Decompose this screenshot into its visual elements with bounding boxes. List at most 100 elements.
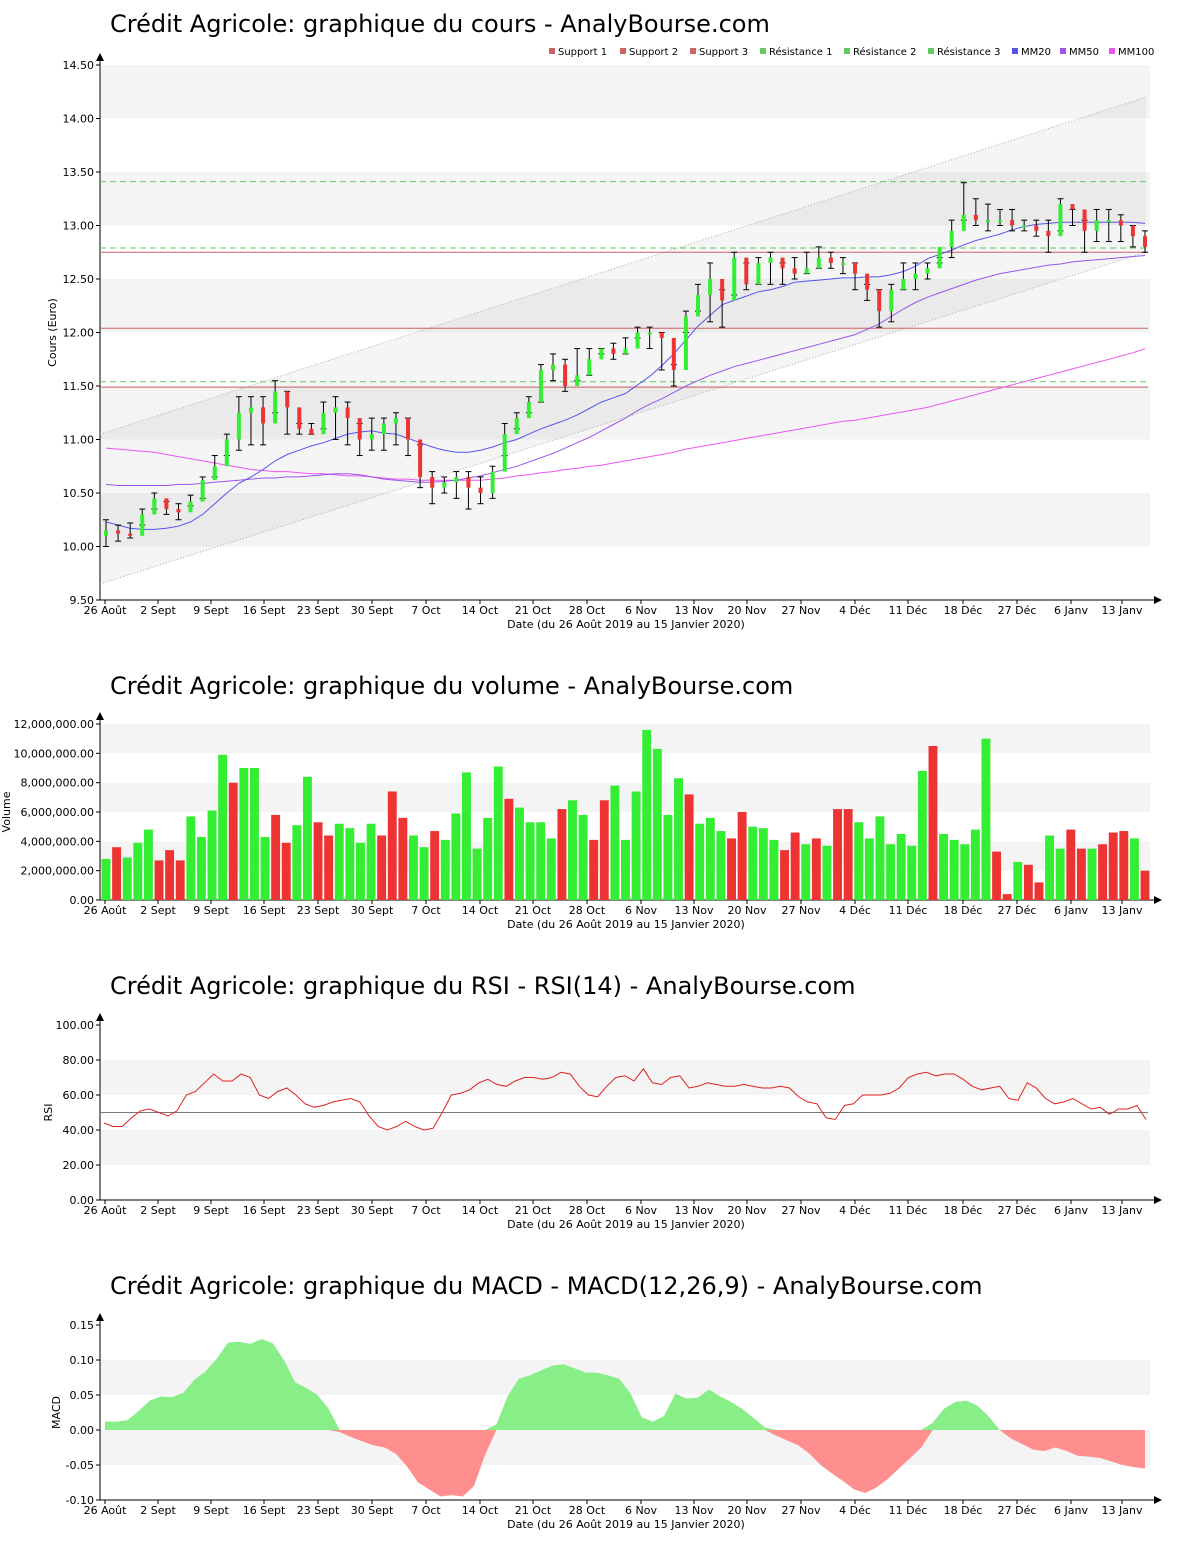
volume-x-tick-label: 26 Août [84, 904, 128, 917]
candle-body [587, 359, 592, 376]
volume-bar [409, 835, 418, 900]
candle-body [478, 487, 483, 493]
price-x-tick-label: 26 Août [84, 604, 128, 617]
candle-body [381, 423, 386, 435]
candle-body [816, 257, 821, 269]
rsi-y-tick-label: 20.00 [63, 1159, 95, 1172]
candle-body [647, 332, 652, 335]
volume-bar [239, 768, 249, 900]
candle-body [321, 412, 326, 435]
macd-x-tick-label: 20 Nov [728, 1504, 767, 1517]
rsi-x-tick-label: 14 Oct [462, 1204, 499, 1217]
rsi-band [100, 1025, 1150, 1060]
rsi-y-axis-label: RSI [42, 1104, 55, 1122]
volume-bar [833, 809, 842, 900]
volume-bar [249, 768, 259, 900]
candle-body [828, 257, 833, 263]
candle-body [526, 402, 531, 419]
candle-body [985, 220, 990, 223]
legend-label: Résistance 2 [853, 46, 916, 58]
price-x-tick-label: 20 Nov [728, 604, 767, 617]
candle-body [961, 214, 966, 231]
candle-body [623, 348, 628, 354]
macd-band [100, 1465, 1150, 1500]
legend-label: Support 2 [629, 47, 678, 58]
volume-bar [854, 822, 864, 900]
volume-bar [875, 816, 885, 900]
volume-x-tick-label: 13 Janv [1102, 904, 1143, 917]
rsi-x-axis-label: Date (du 26 Août 2019 au 15 Janvier 2020… [507, 1218, 745, 1231]
volume-bar [631, 791, 641, 900]
candle-body [1010, 220, 1015, 226]
volume-bar [122, 857, 132, 900]
volume-bar [907, 845, 917, 900]
volume-y-tick-label: 10,000,000.00 [14, 747, 94, 760]
mm100-line [105, 348, 1146, 481]
price-y-tick-label: 12.00 [63, 327, 95, 340]
price-x-arrow [1154, 596, 1162, 604]
volume-y-tick-label: 4,000,000.00 [21, 835, 94, 848]
legend-swatch [1060, 48, 1066, 54]
candle-body [140, 514, 145, 536]
macd-band [100, 1430, 1150, 1465]
volume-bar [1140, 870, 1150, 900]
volume-bar [377, 835, 387, 900]
volume-x-tick-label: 14 Oct [462, 904, 499, 917]
macd-x-tick-label: 27 Nov [782, 1504, 821, 1517]
candle-body [297, 407, 302, 429]
price-panel: Crédit Agricole: graphique du cours - An… [0, 0, 1200, 640]
volume-bar [864, 838, 874, 900]
legend-label: Support 1 [558, 47, 607, 58]
volume-bar [292, 825, 302, 900]
candle-body [575, 375, 580, 386]
volume-bar [822, 845, 832, 900]
macd-y-tick-label: 0.15 [70, 1319, 95, 1332]
price-y-tick-label: 13.50 [63, 166, 95, 179]
macd-x-tick-label: 11 Déc [889, 1504, 928, 1517]
volume-bar [780, 850, 789, 900]
candle-body [490, 471, 495, 493]
volume-bar [674, 778, 683, 900]
volume-bar [981, 738, 991, 900]
rsi-x-tick-label: 7 Oct [411, 1204, 441, 1217]
rsi-x-arrow [1154, 1196, 1162, 1204]
volume-bar [1055, 848, 1065, 900]
volume-bar [143, 829, 153, 900]
volume-bar [557, 809, 567, 900]
volume-bar [663, 814, 673, 900]
volume-x-tick-label: 20 Nov [728, 904, 767, 917]
volume-bar [154, 860, 164, 900]
price-chart: 9.50 10.00 10.50 11.00 11.50 12.00 12.50 13.00 1… [46, 46, 1162, 631]
candle-body [1058, 204, 1063, 237]
volume-bar [928, 746, 938, 900]
rsi-band [100, 1165, 1150, 1200]
candle-body [599, 348, 604, 360]
rsi-y-tick-label: 100.00 [56, 1019, 95, 1032]
rsi-x-tick-label: 23 Sept [297, 1204, 340, 1217]
volume-bar [430, 831, 440, 900]
candle-body [357, 418, 362, 440]
price-x-tick-label: 13 Janv [1102, 604, 1143, 617]
candle-body [780, 257, 785, 269]
candle-body [756, 262, 761, 285]
legend-label: MM100 [1118, 47, 1154, 58]
candle-body [454, 476, 459, 483]
macd-x-tick-label: 27 Déc [998, 1504, 1037, 1517]
volume-bar [1076, 848, 1086, 900]
rsi-band [100, 1060, 1150, 1095]
candle-body [406, 418, 411, 440]
price-x-tick-label: 14 Oct [462, 604, 499, 617]
macd-x-tick-label: 13 Nov [675, 1504, 714, 1517]
volume-x-tick-label: 27 Déc [998, 904, 1037, 917]
candle-body [635, 332, 640, 349]
macd-x-tick-label: 4 Déc [839, 1504, 871, 1517]
volume-bar [1002, 894, 1012, 900]
candle-body [973, 214, 978, 221]
volume-bar [483, 817, 493, 900]
candle-body [224, 439, 229, 467]
volume-bar [175, 860, 185, 900]
macd-y-tick-label: -0.10 [66, 1494, 94, 1507]
